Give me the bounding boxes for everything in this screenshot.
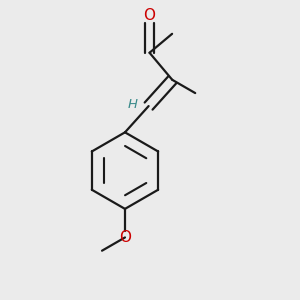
Text: O: O	[119, 230, 131, 245]
Text: O: O	[143, 8, 155, 23]
Text: H: H	[128, 98, 137, 111]
